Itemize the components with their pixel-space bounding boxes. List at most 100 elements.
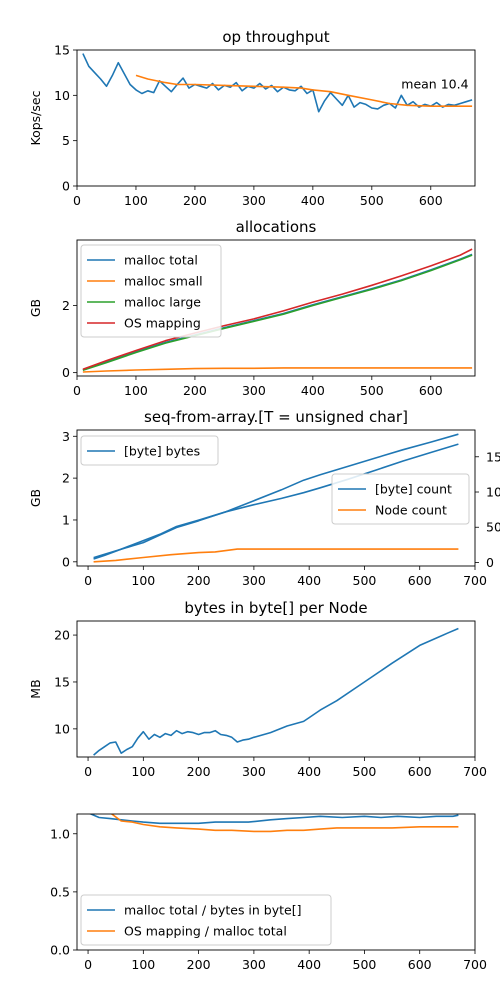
chart-4: bytes in byte[] per Node MB 0 100 200 300 400 5… (28, 599, 487, 779)
y-tick-label: 0 (62, 179, 70, 194)
series-line-os-mapping (82, 248, 473, 371)
x-tick-label: 500 (360, 193, 384, 208)
x-tick-label: 400 (297, 957, 321, 972)
chart-5: 0 100 200 300 400 500 600 700 0.0 0.5 1.0 malloc to… (50, 813, 487, 972)
x-tick-label: 100 (124, 193, 148, 208)
legend-label: malloc small (124, 274, 203, 289)
x-tick-label: 500 (353, 764, 377, 779)
chart-2: allocations GB 0 100 200 300 400 500 600 0 2 malloc… (28, 218, 476, 398)
x-tick-label: 300 (242, 193, 266, 208)
y-tick-label: 10 (54, 88, 70, 103)
x-tick-label: 300 (242, 764, 266, 779)
x-tick-label: 600 (408, 764, 432, 779)
x-tick-label: 300 (242, 573, 266, 588)
plot-frame (76, 620, 476, 758)
series-line--byte-count (93, 443, 459, 560)
plot-frame (76, 239, 476, 377)
y-tick-label: 10 (54, 721, 70, 736)
plot-frame (76, 49, 476, 187)
x-tick-label: 100 (131, 957, 155, 972)
legend-label: malloc total / bytes in byte[] (124, 903, 301, 918)
legend-label: OS mapping (124, 316, 201, 331)
y-axis-label: GB (28, 299, 43, 317)
x-tick-label: 500 (360, 383, 384, 398)
legend-label: OS mapping / malloc total (124, 924, 287, 939)
x-tick-label: 200 (187, 957, 211, 972)
y-tick-label: 5 (62, 133, 70, 148)
y2-tick-label: 0 (486, 555, 494, 570)
legend-box (80, 435, 219, 466)
x-tick-label: 100 (131, 764, 155, 779)
series-line-1 (93, 627, 459, 756)
series-line-os-mapping-malloc-total (110, 814, 459, 833)
x-tick-label: 600 (408, 573, 432, 588)
x-tick-label: 200 (187, 764, 211, 779)
plot-frame (76, 813, 476, 951)
y2-tick-label: 150 (486, 449, 500, 464)
x-tick-label: 0 (73, 383, 81, 398)
y-tick-label: 20 (54, 628, 70, 643)
x-tick-label: 700 (463, 573, 487, 588)
y-tick-label: 2 (62, 471, 70, 486)
chart-title: allocations (236, 218, 317, 236)
x-tick-label: 200 (183, 383, 207, 398)
legend-box (80, 894, 332, 946)
series-line-malloc-total-bytes-in-byte- (88, 814, 459, 825)
legend-label: [byte] bytes (124, 444, 200, 459)
y-tick-label: 0 (62, 554, 70, 569)
series-line-malloc-large (82, 254, 473, 372)
legend-box (80, 244, 222, 338)
y-tick-label: 1 (62, 512, 70, 527)
y-tick-label: 0 (62, 365, 70, 380)
y-axis-label: GB (28, 489, 43, 507)
x-tick-label: 0 (84, 764, 92, 779)
chart-title: op throughput (222, 28, 329, 46)
x-tick-label: 700 (463, 764, 487, 779)
series-line-malloc-small (82, 367, 473, 373)
legend-label: malloc large (124, 295, 201, 310)
x-tick-label: 200 (183, 193, 207, 208)
chart-title: bytes in byte[] per Node (184, 599, 367, 617)
y2-tick-label: 50 (486, 520, 500, 535)
legend-box (331, 473, 470, 525)
plot-frame (76, 429, 476, 567)
chart-title: seq-from-array.[T = unsigned char] (144, 408, 408, 426)
series-line-node-count (93, 548, 459, 563)
y-tick-label: 15 (54, 43, 70, 58)
x-tick-label: 500 (353, 957, 377, 972)
x-tick-label: 600 (419, 383, 443, 398)
x-tick-label: 0 (84, 573, 92, 588)
x-tick-label: 400 (297, 573, 321, 588)
legend-label: malloc total (124, 253, 198, 268)
y-tick-label: 0.5 (50, 884, 70, 899)
chart-3: seq-from-array.[T = unsigned char]GB0 100… (28, 408, 500, 588)
x-tick-label: 600 (408, 957, 432, 972)
x-tick-label: 300 (242, 383, 266, 398)
y2-tick-label: 100 (486, 485, 500, 500)
y-tick-label: 0.0 (50, 943, 70, 958)
series-line-2 (135, 74, 473, 107)
annotation-mean: mean 10.4 (401, 77, 468, 92)
x-tick-label: 400 (297, 764, 321, 779)
x-tick-label: 500 (353, 573, 377, 588)
x-tick-label: 200 (187, 573, 211, 588)
y-axis-label: Kops/sec (28, 90, 43, 145)
x-tick-label: 100 (131, 573, 155, 588)
y-tick-label: 3 (62, 429, 70, 444)
legend-label: [byte] count (375, 482, 452, 497)
x-tick-label: 100 (124, 383, 148, 398)
x-tick-label: 0 (84, 957, 92, 972)
y-axis-label: MB (28, 679, 43, 698)
x-tick-label: 400 (301, 383, 325, 398)
legend-label: Node count (375, 503, 447, 518)
x-tick-label: 400 (301, 193, 325, 208)
y-tick-label: 1.0 (50, 826, 70, 841)
x-tick-label: 300 (242, 957, 266, 972)
y-tick-label: 2 (62, 298, 70, 313)
x-tick-label: 700 (463, 957, 487, 972)
x-tick-label: 600 (419, 193, 443, 208)
y-tick-label: 15 (54, 674, 70, 689)
x-tick-label: 0 (73, 193, 81, 208)
